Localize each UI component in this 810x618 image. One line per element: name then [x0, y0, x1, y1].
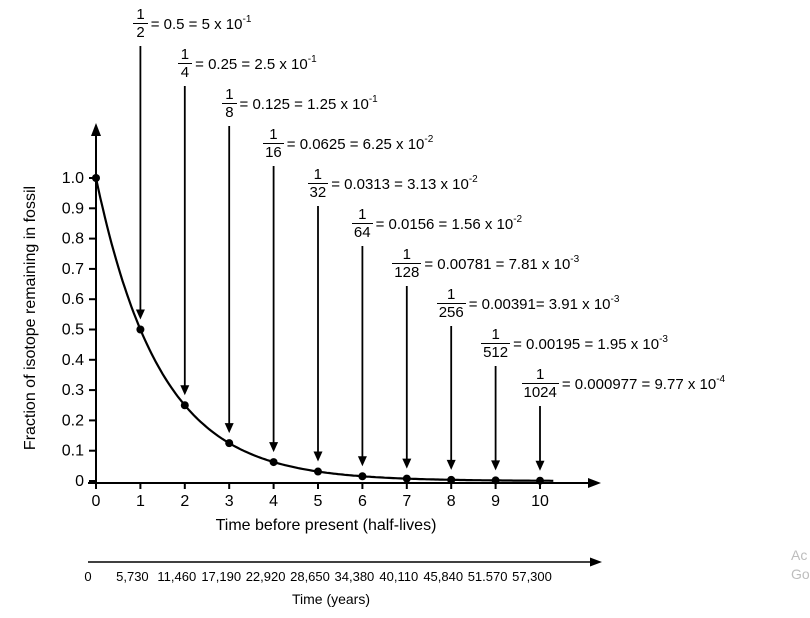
x-axis-title: Time before present (half-lives)	[215, 517, 437, 534]
years-tick-label: 34,380	[335, 569, 375, 584]
years-tick-label: 51.570	[468, 569, 508, 584]
x-tick-label: 6	[358, 493, 367, 510]
x-tick-label: 8	[447, 493, 456, 510]
x-tick-label: 3	[225, 493, 234, 510]
x-tick-label: 10	[531, 493, 549, 510]
y-axis-title: Fraction of isotope remaining in fossil	[22, 185, 39, 451]
years-tick-label: 22,920	[246, 569, 286, 584]
annotation-arrowhead	[224, 423, 234, 434]
x-tick-label: 4	[269, 493, 278, 510]
x-tick-label: 9	[491, 493, 500, 510]
data-point	[402, 474, 411, 483]
annotation-arrowhead	[535, 460, 545, 471]
years-axis-title: Time (years)	[291, 591, 371, 607]
x-tick-label: 2	[180, 493, 189, 510]
y-tick-label: 0.1	[62, 443, 84, 460]
years-tick-label: 57,300	[512, 569, 552, 584]
data-point	[447, 475, 456, 484]
years-axis-arrowhead	[590, 557, 602, 567]
annotation-arrowhead	[313, 451, 323, 462]
watermark: Ac Go	[791, 546, 810, 584]
data-point	[225, 439, 234, 448]
watermark-line-2: Go	[791, 566, 810, 582]
years-tick-label: 5,730	[116, 569, 149, 584]
y-tick-label: 0.5	[62, 322, 84, 339]
y-tick-label: 0.9	[62, 200, 84, 217]
annotation-arrowhead	[180, 385, 190, 396]
years-tick-label: 28,650	[290, 569, 330, 584]
y-tick-label: 0	[75, 473, 84, 490]
years-tick-label: 0	[84, 569, 91, 584]
x-tick-label: 1	[136, 493, 145, 510]
data-point	[314, 467, 322, 476]
years-tick-label: 45,840	[423, 569, 463, 584]
years-tick-label: 11,460	[157, 569, 196, 584]
data-point	[491, 476, 500, 485]
x-tick-label: 7	[402, 493, 411, 510]
data-point	[358, 472, 367, 481]
data-point	[92, 174, 100, 182]
y-tick-label: 1.0	[62, 170, 84, 187]
x-tick-label: 0	[92, 493, 101, 510]
data-point	[180, 401, 189, 410]
annotation-arrowhead	[402, 458, 412, 469]
y-tick-label: 0.4	[62, 352, 84, 369]
decay-curve	[94, 177, 554, 482]
annotation-arrowhead	[269, 442, 279, 453]
annotation-arrowhead	[135, 309, 145, 320]
data-point	[136, 325, 145, 334]
data-point	[536, 476, 544, 485]
y-tick-label: 0.7	[62, 261, 84, 278]
y-tick-label: 0.2	[62, 412, 84, 429]
y-axis-arrowhead	[91, 123, 101, 136]
annotation-arrowhead	[357, 456, 367, 467]
years-tick-label: 17,190	[201, 569, 241, 584]
watermark-line-1: Ac	[791, 547, 808, 563]
data-point	[269, 458, 278, 467]
y-tick-label: 0.3	[62, 382, 84, 399]
y-tick-label: 0.8	[62, 231, 84, 248]
annotation-arrowhead	[446, 459, 456, 470]
years-tick-label: 40,110	[379, 569, 418, 584]
x-tick-label: 5	[314, 493, 323, 510]
y-tick-label: 0.6	[62, 291, 84, 308]
x-axis-arrowhead	[588, 478, 601, 488]
annotation-arrowhead	[491, 460, 501, 471]
